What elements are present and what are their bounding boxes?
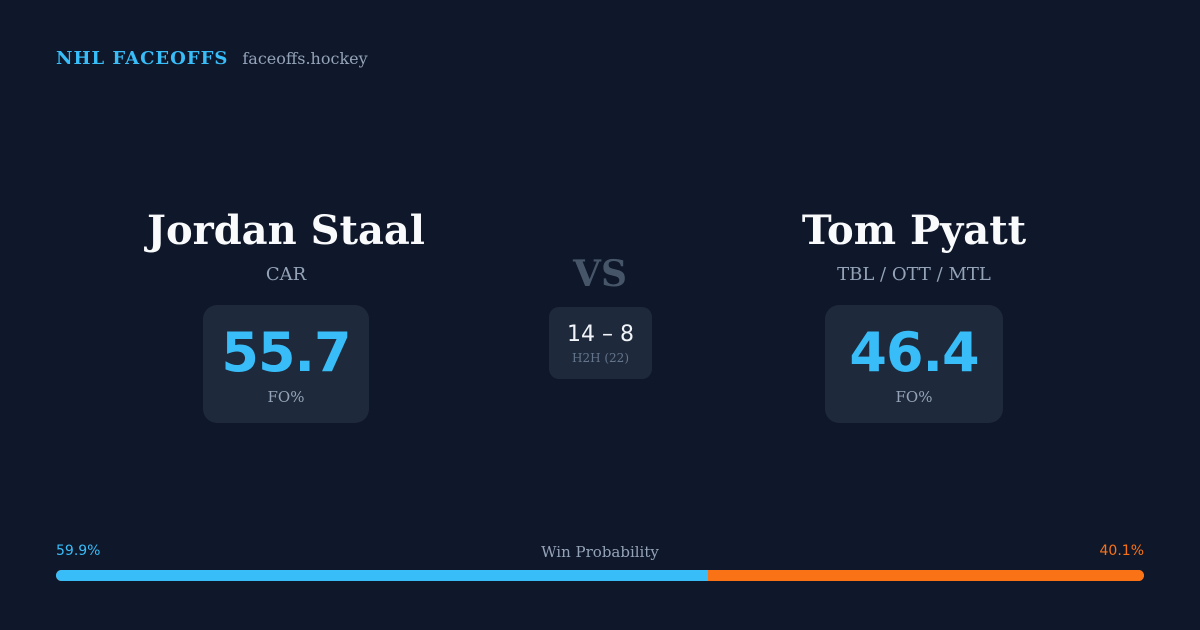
player-left-stat-card: 55.7 FO% [203,305,369,423]
win-probability-title: Win Probability [541,543,659,561]
player-left-fo-value: 55.7 [221,321,351,384]
head-to-head-score: 14 – 8 [567,322,634,347]
player-right-panel: Tom Pyatt TBL / OTT / MTL 46.4 FO% [704,205,1124,423]
player-right-fo-label: FO% [895,388,933,406]
player-right-name: Tom Pyatt [801,207,1027,254]
head-to-head-label: H2H (22) [571,351,629,365]
win-probability-left-fill [56,570,708,581]
player-left-panel: Jordan Staal CAR 55.7 FO% [76,205,496,423]
player-left-team: CAR [265,264,307,285]
win-probability-bar [56,570,1144,581]
win-probability-right-value: 40.1% [1099,543,1144,559]
player-right-stat-card: 46.4 FO% [825,305,1003,423]
win-probability-right-fill [707,570,1144,581]
player-right-team: TBL / OTT / MTL [837,264,991,285]
versus-label: VS [573,253,627,295]
win-probability-left-value: 59.9% [56,543,101,559]
brand: NHL FACEOFFS faceoffs.hockey [56,48,368,69]
brand-name[interactable]: NHL FACEOFFS [56,48,229,69]
player-right-fo-value: 46.4 [849,321,979,384]
head-to-head-card: 14 – 8 H2H (22) [549,307,652,379]
player-left-fo-label: FO% [267,388,305,406]
win-probability-labels: 59.9% Win Probability 40.1% [56,543,1144,563]
player-left-name: Jordan Staal [147,207,425,254]
brand-site[interactable]: faceoffs.hockey [242,49,368,68]
